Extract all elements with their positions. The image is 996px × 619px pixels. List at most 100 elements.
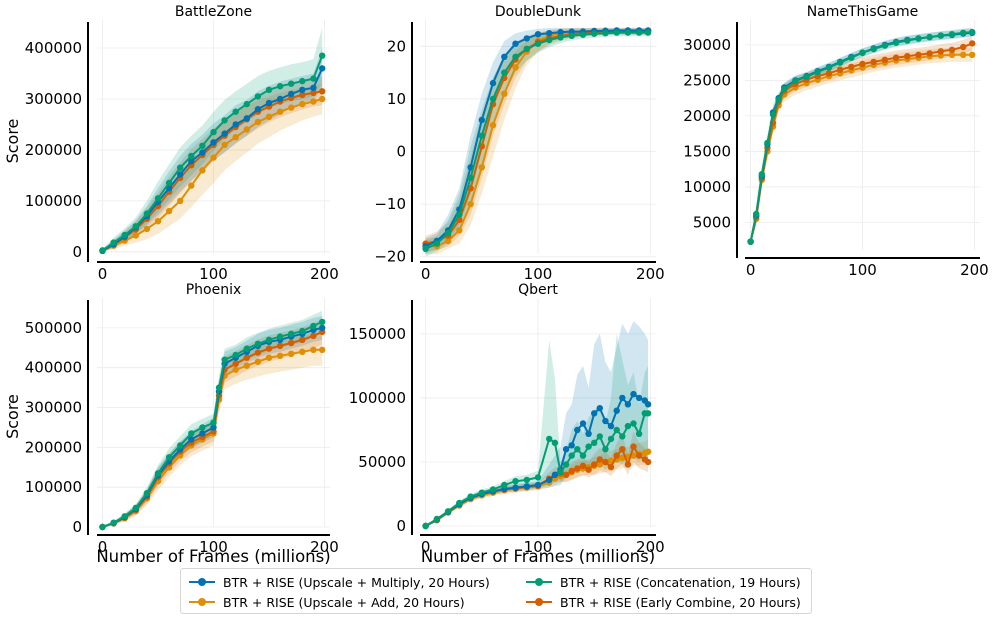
point-phoenix-concatenation-14 (243, 345, 250, 352)
point-battlezone-upscale-multiply-15 (265, 99, 273, 107)
point-phoenix-concatenation-15 (254, 340, 262, 347)
point-namethisgame-concatenation-13 (859, 49, 866, 56)
point-qbert-concatenation-2 (444, 508, 452, 515)
x-axis-label-phoenix: Number of Frames (millions) (96, 547, 330, 565)
panel-battlezone: 0 100000 200000 300000 400000 0 100 200 BattleZo… (3, 4, 339, 283)
point-namethisgame-upscale-add-22 (960, 51, 967, 58)
point-battlezone-concatenation-19 (310, 75, 317, 82)
point-doubledunk-concatenation-1 (433, 240, 441, 247)
point-phoenix-upscale-multiply-9 (199, 430, 206, 437)
ytick-label-doubledunk-1: −10 (374, 195, 406, 213)
point-qbert-concatenation-11 (546, 435, 553, 443)
point-phoenix-upscale-multiply-10 (210, 424, 217, 431)
point-battlezone-upscale-add-13 (243, 126, 250, 133)
line-namethisgame-upscale-add (749, 53, 973, 242)
point-battlezone-concatenation-17 (288, 80, 295, 87)
point-qbert-early-combine-27 (635, 452, 643, 459)
point-qbert-concatenation-7 (501, 481, 508, 489)
xtick-label-qbert-2: 200 (636, 538, 665, 556)
point-qbert-upscale-multiply-12 (551, 471, 559, 478)
point-qbert-concatenation-27 (635, 430, 643, 437)
point-phoenix-concatenation-18 (288, 330, 295, 337)
point-qbert-upscale-multiply-19 (591, 410, 598, 417)
point-phoenix-upscale-add-20 (310, 346, 317, 353)
point-qbert-concatenation-20 (596, 433, 603, 440)
point-battlezone-upscale-multiply-16 (276, 95, 284, 103)
point-phoenix-early-combine-16 (265, 345, 273, 352)
point-qbert-concatenation-1 (433, 515, 441, 523)
point-battlezone-early-combine-18 (299, 91, 306, 99)
point-namethisgame-concatenation-12 (848, 54, 855, 61)
point-namethisgame-concatenation-4 (769, 111, 777, 118)
point-battlezone-early-combine-20 (319, 88, 326, 95)
point-battlezone-upscale-add-7 (177, 197, 184, 205)
point-namethisgame-concatenation-9 (814, 68, 821, 76)
ytick-label-battlezone-3: 300000 (25, 90, 82, 108)
point-battlezone-concatenation-12 (232, 108, 239, 115)
xtick-label-phoenix-2: 200 (310, 538, 339, 556)
point-qbert-concatenation-3 (456, 499, 463, 507)
point-phoenix-concatenation-2 (121, 513, 128, 520)
y-axis-label-battlezone: Score (3, 119, 22, 164)
point-phoenix-upscale-add-17 (276, 352, 284, 359)
point-battlezone-upscale-add-8 (188, 182, 195, 189)
point-phoenix-concatenation-13 (232, 351, 239, 359)
point-qbert-early-combine-16 (574, 465, 581, 472)
point-namethisgame-concatenation-6 (781, 85, 788, 93)
point-qbert-upscale-multiply-24 (619, 394, 626, 402)
band-namethisgame-upscale-add (750, 47, 973, 244)
ytick-label-battlezone-2: 200000 (25, 141, 82, 159)
ytick-label-phoenix-3: 300000 (25, 399, 82, 417)
point-qbert-concatenation-25 (624, 422, 632, 430)
point-qbert-upscale-multiply-16 (574, 426, 581, 434)
legend-label-upscale-add: BTR + RISE (Upscale + Add, 20 Hours) (223, 594, 465, 610)
point-phoenix-concatenation-9 (199, 424, 206, 431)
ytick-label-phoenix-2: 200000 (25, 438, 82, 456)
point-namethisgame-upscale-add-21 (948, 51, 956, 58)
point-battlezone-upscale-multiply-13 (243, 115, 250, 122)
point-battlezone-concatenation-0 (99, 247, 106, 254)
point-battlezone-upscale-multiply-14 (254, 106, 262, 113)
point-qbert-early-combine-14 (562, 471, 570, 478)
point-phoenix-early-combine-19 (299, 336, 306, 343)
point-phoenix-upscale-multiply-8 (188, 436, 195, 443)
point-doubledunk-concatenation-17 (613, 29, 620, 36)
point-battlezone-upscale-add-16 (276, 108, 284, 115)
ytick-label-battlezone-0: 0 (72, 243, 82, 261)
point-phoenix-concatenation-7 (177, 442, 184, 449)
point-battlezone-concatenation-9 (199, 142, 206, 149)
point-qbert-upscale-multiply-15 (568, 442, 575, 449)
point-namethisgame-concatenation-16 (892, 39, 900, 46)
point-namethisgame-early-combine-15 (881, 56, 889, 63)
point-qbert-early-combine-22 (607, 463, 615, 471)
point-namethisgame-early-combine-10 (825, 70, 833, 77)
point-phoenix-upscale-add-18 (288, 350, 295, 357)
point-namethisgame-concatenation-17 (904, 37, 911, 44)
point-qbert-upscale-multiply-18 (585, 430, 592, 437)
ytick-label-battlezone-1: 100000 (25, 192, 82, 210)
point-doubledunk-upscale-multiply-9 (523, 35, 530, 42)
point-qbert-upscale-multiply-25 (624, 401, 632, 408)
point-qbert-concatenation-6 (489, 486, 497, 493)
point-qbert-concatenation-26 (630, 420, 637, 427)
point-qbert-upscale-multiply-14 (562, 446, 570, 453)
point-doubledunk-upscale-add-4 (467, 200, 474, 208)
point-battlezone-concatenation-20 (319, 52, 326, 59)
point-namethisgame-early-combine-21 (948, 46, 956, 53)
point-qbert-concatenation-10 (534, 474, 542, 481)
point-phoenix-concatenation-4 (143, 490, 151, 497)
point-namethisgame-concatenation-15 (881, 42, 889, 49)
point-qbert-concatenation-24 (619, 433, 626, 440)
point-phoenix-early-combine-13 (232, 360, 239, 367)
point-namethisgame-early-combine-22 (960, 43, 967, 51)
point-qbert-upscale-multiply-17 (579, 420, 587, 427)
point-qbert-concatenation-29 (644, 410, 652, 417)
point-battlezone-concatenation-14 (254, 93, 262, 100)
legend-swatch-early-combine (526, 597, 552, 607)
ytick-label-phoenix-5: 500000 (25, 319, 82, 337)
point-doubledunk-concatenation-0 (422, 245, 429, 252)
point-qbert-upscale-add-29 (644, 448, 652, 455)
legend: BTR + RISE (Upscale + Multiply, 20 Hours… (180, 568, 812, 614)
